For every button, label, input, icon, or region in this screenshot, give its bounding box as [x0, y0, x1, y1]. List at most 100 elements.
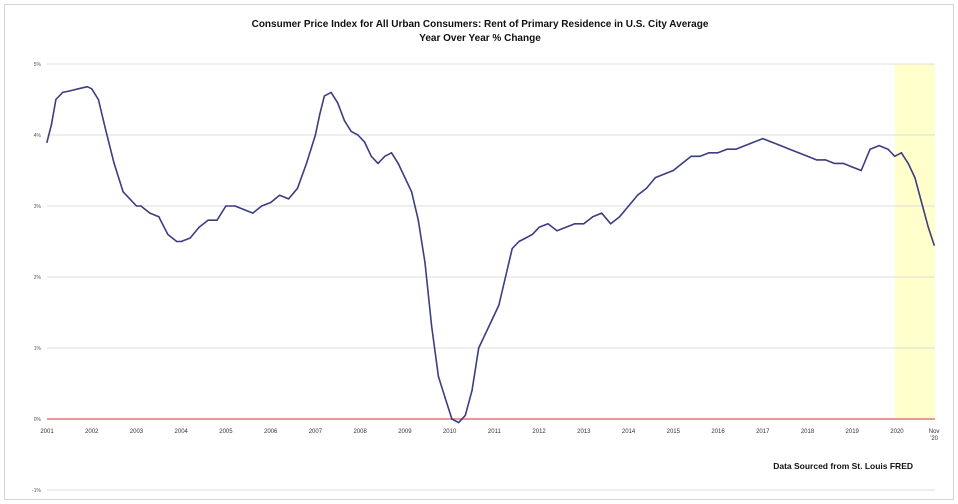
data-point [417, 219, 420, 221]
data-point [636, 194, 639, 197]
data-point [900, 152, 903, 154]
data-point [477, 347, 480, 349]
data-point [771, 141, 773, 143]
data-point [815, 159, 818, 161]
data-point [717, 152, 719, 154]
data-point [216, 219, 218, 221]
data-point [744, 144, 746, 147]
data-point [343, 120, 346, 122]
data-point [296, 187, 299, 189]
x-tick-label: 2008 [353, 429, 367, 435]
data-point [592, 215, 594, 218]
x-tick-label: Nov '20 [929, 429, 940, 442]
data-point [690, 155, 692, 157]
data-point [681, 162, 683, 165]
data-point [491, 318, 493, 321]
data-point [50, 123, 53, 126]
data-point [511, 247, 513, 250]
data-point [330, 91, 332, 94]
data-point [314, 134, 317, 136]
y-tick-label: 3% [34, 204, 42, 210]
x-tick-label: 2011 [488, 429, 502, 435]
data-point [149, 212, 151, 214]
data-point [498, 304, 500, 307]
data-point [390, 152, 393, 154]
data-point [797, 152, 800, 154]
data-point [851, 166, 853, 168]
data-point [176, 240, 178, 243]
chart: Consumer Price Index for All Urban Consu… [32, 19, 940, 494]
x-tick-label: 2013 [577, 429, 591, 435]
data-point [261, 205, 263, 207]
data-point [305, 162, 308, 165]
data-point [287, 198, 290, 200]
x-tick-label: 2002 [85, 429, 99, 435]
data-point [457, 421, 460, 424]
y-tick-label: 5% [34, 62, 42, 68]
data-point [524, 237, 527, 239]
data-point [735, 148, 737, 150]
data-point [370, 155, 373, 157]
x-tick-label: 2019 [846, 429, 860, 435]
data-point [158, 215, 160, 218]
data-point [167, 233, 169, 236]
data-point [484, 333, 487, 335]
data-point [464, 414, 466, 417]
data-point [444, 397, 446, 399]
data-point [451, 418, 453, 420]
data-point [927, 226, 929, 228]
data-point [437, 375, 440, 378]
data-point [61, 91, 64, 94]
data-point [708, 152, 710, 154]
data-point [129, 198, 131, 200]
data-point [46, 141, 48, 143]
data-point [699, 155, 701, 157]
data-point [788, 148, 791, 150]
data-point [397, 162, 399, 165]
y-tick-label: 0% [34, 417, 42, 423]
data-point [140, 205, 142, 207]
data-point [907, 162, 909, 165]
x-tick-label: 2017 [756, 429, 770, 435]
x-tick-label: 2003 [130, 429, 144, 435]
data-point [762, 137, 764, 140]
x-tick-label: 2012 [532, 429, 546, 435]
chart-title: Consumer Price Index for All Urban Consu… [252, 19, 709, 30]
data-point [878, 144, 880, 147]
data-point [914, 176, 916, 179]
data-point [618, 215, 621, 218]
data-point [531, 233, 534, 236]
chart-frame: Consumer Price Index for All Urban Consu… [4, 4, 954, 500]
data-point [55, 98, 57, 101]
data-point [198, 226, 200, 228]
data-point [122, 191, 124, 193]
data-point [91, 88, 93, 90]
data-point [243, 208, 245, 211]
highlight-band [894, 64, 935, 419]
data-point [672, 169, 674, 172]
data-point [135, 205, 138, 207]
data-point [225, 205, 227, 207]
x-tick-label: 2014 [622, 429, 636, 435]
data-point [726, 148, 728, 150]
data-point [753, 141, 755, 143]
data-point [779, 144, 782, 147]
data-point [824, 159, 827, 161]
data-point [410, 191, 413, 193]
data-point [583, 223, 585, 225]
data-point [806, 155, 809, 157]
data-point [538, 226, 540, 228]
data-point [601, 212, 603, 214]
data-point [269, 201, 272, 204]
data-point [920, 201, 923, 204]
x-tick-label: 2020 [890, 429, 904, 435]
chart-subtitle: Year Over Year % Change [419, 33, 541, 44]
data-point [86, 86, 88, 88]
data-point [518, 240, 520, 243]
data-point [357, 134, 359, 136]
data-point [565, 226, 567, 228]
data-point [645, 187, 648, 189]
data-point [234, 205, 236, 207]
data-point [609, 223, 612, 225]
x-tick-label: 2009 [398, 429, 412, 435]
